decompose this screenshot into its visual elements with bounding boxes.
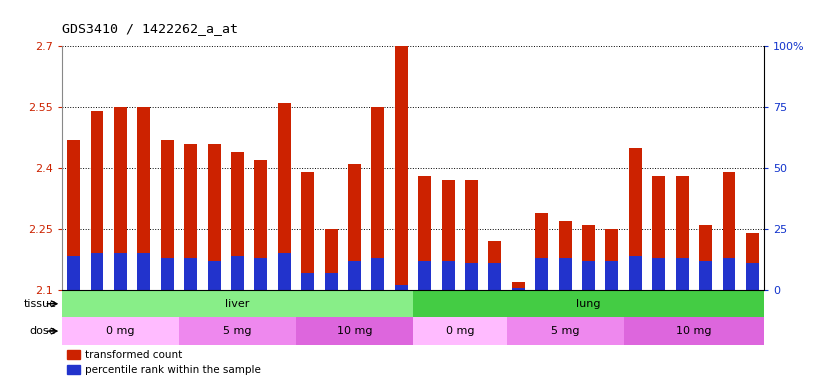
- Bar: [67, 140, 80, 290]
- Bar: [207, 144, 221, 290]
- Bar: [676, 176, 689, 290]
- Bar: [91, 253, 103, 290]
- Bar: [301, 172, 314, 290]
- Bar: [535, 213, 548, 290]
- Bar: [653, 258, 665, 290]
- Bar: [558, 258, 572, 290]
- Bar: [605, 261, 619, 290]
- Bar: [179, 318, 296, 345]
- Bar: [465, 180, 478, 290]
- Text: lung: lung: [577, 299, 601, 309]
- Bar: [413, 290, 764, 318]
- Text: tissue: tissue: [23, 299, 56, 309]
- Bar: [746, 233, 759, 290]
- Text: 10 mg: 10 mg: [676, 326, 711, 336]
- Bar: [296, 318, 413, 345]
- Bar: [442, 261, 454, 290]
- Bar: [114, 107, 127, 290]
- Text: 10 mg: 10 mg: [337, 326, 373, 336]
- Bar: [418, 176, 431, 290]
- Bar: [62, 290, 413, 318]
- Bar: [161, 140, 173, 290]
- Bar: [278, 103, 291, 290]
- Bar: [372, 107, 384, 290]
- Text: 5 mg: 5 mg: [551, 326, 579, 336]
- Bar: [278, 253, 291, 290]
- Bar: [442, 180, 454, 290]
- Bar: [676, 258, 689, 290]
- Bar: [184, 258, 197, 290]
- Bar: [506, 318, 624, 345]
- Bar: [348, 261, 361, 290]
- Bar: [512, 288, 525, 290]
- Bar: [254, 258, 268, 290]
- Bar: [395, 46, 408, 290]
- Bar: [91, 111, 103, 290]
- Bar: [582, 261, 595, 290]
- Bar: [723, 172, 735, 290]
- Bar: [62, 318, 179, 345]
- Bar: [629, 256, 642, 290]
- Bar: [746, 263, 759, 290]
- Bar: [699, 261, 712, 290]
- Bar: [114, 253, 127, 290]
- Bar: [325, 273, 338, 290]
- Text: 5 mg: 5 mg: [223, 326, 252, 336]
- Text: 0 mg: 0 mg: [445, 326, 474, 336]
- Bar: [653, 176, 665, 290]
- Text: liver: liver: [225, 299, 249, 309]
- Text: GDS3410 / 1422262_a_at: GDS3410 / 1422262_a_at: [62, 22, 238, 35]
- Bar: [231, 256, 244, 290]
- Bar: [723, 258, 735, 290]
- Bar: [231, 152, 244, 290]
- Bar: [488, 263, 501, 290]
- Bar: [558, 221, 572, 290]
- Bar: [301, 273, 314, 290]
- Bar: [413, 318, 506, 345]
- Bar: [254, 160, 268, 290]
- Bar: [535, 258, 548, 290]
- Bar: [605, 229, 619, 290]
- Bar: [137, 107, 150, 290]
- Bar: [624, 318, 764, 345]
- Bar: [207, 261, 221, 290]
- Bar: [137, 253, 150, 290]
- Bar: [184, 144, 197, 290]
- Bar: [325, 229, 338, 290]
- Bar: [488, 241, 501, 290]
- Bar: [465, 263, 478, 290]
- Bar: [161, 258, 173, 290]
- Bar: [699, 225, 712, 290]
- Bar: [512, 282, 525, 290]
- Bar: [67, 256, 80, 290]
- Bar: [372, 258, 384, 290]
- Text: 0 mg: 0 mg: [107, 326, 135, 336]
- Legend: transformed count, percentile rank within the sample: transformed count, percentile rank withi…: [67, 350, 261, 375]
- Bar: [582, 225, 595, 290]
- Text: dose: dose: [30, 326, 56, 336]
- Bar: [629, 148, 642, 290]
- Bar: [418, 261, 431, 290]
- Bar: [395, 285, 408, 290]
- Bar: [348, 164, 361, 290]
